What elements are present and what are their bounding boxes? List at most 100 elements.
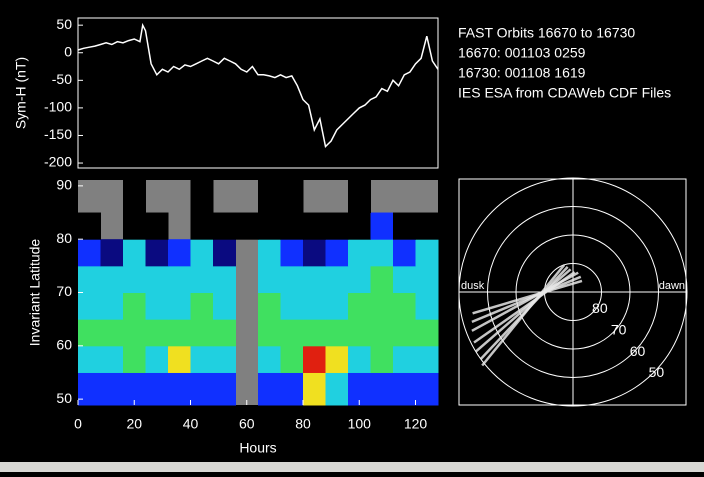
heat-cell	[325, 265, 349, 293]
heat-cell	[100, 292, 124, 320]
heat-cell	[190, 212, 214, 240]
heat-cell	[303, 239, 326, 267]
heat-cell	[393, 345, 416, 373]
heat-cell	[123, 372, 146, 406]
x-axis-label: Hours	[239, 440, 276, 456]
ring-label: 80	[592, 300, 608, 316]
heat-cell	[213, 265, 236, 293]
y-tick-label: 90	[56, 177, 72, 193]
heat-cell	[123, 265, 146, 293]
heat-cell	[303, 265, 326, 293]
heat-cell	[100, 345, 124, 373]
x-tick-label: 60	[239, 416, 255, 432]
heat-cell	[258, 180, 281, 214]
heat-cell	[370, 292, 394, 320]
heat-cell	[303, 319, 326, 347]
heat-cell	[190, 372, 214, 406]
heat-cell	[213, 239, 236, 267]
heat-cell	[280, 345, 304, 373]
heat-cell	[280, 265, 304, 293]
heat-cell	[393, 239, 416, 267]
y-tick-label: 50	[56, 390, 72, 406]
heat-cell	[145, 372, 169, 406]
heat-cell	[258, 265, 281, 293]
heat-cell	[123, 319, 146, 347]
heat-cell	[78, 319, 101, 347]
heat-cell	[393, 292, 416, 320]
heat-cell	[370, 345, 394, 373]
info-text: 16670: 001103 0259	[458, 45, 586, 61]
heat-cell	[393, 372, 416, 406]
info-text: 16730: 001108 1619	[458, 65, 586, 81]
heat-cell	[123, 292, 146, 320]
ring-label: 60	[630, 343, 646, 359]
heat-cell	[78, 239, 101, 267]
heat-cell	[145, 239, 169, 267]
heat-cell	[145, 292, 169, 320]
heat-cell	[258, 239, 281, 267]
heat-cell	[280, 372, 304, 406]
heat-cell	[213, 345, 236, 373]
heat-cell	[348, 292, 371, 320]
heat-cell	[100, 372, 124, 406]
heat-cell	[213, 292, 236, 320]
heat-cell	[123, 345, 146, 373]
x-tick-label: 120	[404, 416, 428, 432]
heat-cell	[145, 265, 169, 293]
heat-cell	[280, 292, 304, 320]
heat-cell	[280, 239, 304, 267]
x-tick-label: 80	[295, 416, 311, 432]
x-tick-label: 40	[183, 416, 199, 432]
heat-cell	[168, 372, 191, 406]
y-tick-label: 50	[56, 16, 72, 32]
heat-cell	[325, 212, 349, 240]
y-tick-label: 70	[56, 283, 72, 299]
heat-cell	[168, 265, 191, 293]
heat-cell	[348, 212, 371, 240]
heat-cell	[145, 212, 169, 240]
heat-cell	[303, 372, 326, 406]
y-tick-label: -100	[44, 99, 72, 115]
heat-cell	[280, 180, 304, 214]
heat-cell	[303, 212, 326, 240]
heat-cell	[100, 265, 124, 293]
heat-cell	[78, 372, 101, 406]
heat-cell	[213, 372, 236, 406]
heat-cell	[123, 180, 146, 214]
heat-cell	[370, 239, 394, 267]
heat-cell	[370, 319, 394, 347]
heat-cell	[213, 212, 236, 240]
heat-cell	[393, 265, 416, 293]
heat-cell	[168, 319, 191, 347]
info-text: IES ESA from CDAWeb CDF Files	[458, 85, 671, 101]
heat-cell	[348, 239, 371, 267]
heat-cell	[78, 345, 101, 373]
bottom-strip	[0, 462, 704, 472]
heat-cell	[415, 239, 439, 267]
heat-cell	[280, 319, 304, 347]
y-tick-label: 60	[56, 337, 72, 353]
heat-cell	[190, 319, 214, 347]
heat-cell	[123, 239, 146, 267]
heat-cell	[370, 372, 394, 406]
heat-cell	[78, 212, 101, 240]
orbit-track	[472, 279, 583, 315]
heat-cell	[168, 292, 191, 320]
heat-cell	[78, 265, 101, 293]
heat-cell	[415, 212, 439, 240]
heat-cell	[258, 345, 281, 373]
heat-cell	[190, 292, 214, 320]
heat-cell	[393, 319, 416, 347]
ring-label: 70	[611, 321, 627, 337]
heat-cell	[393, 212, 416, 240]
plot-frame	[77, 17, 439, 169]
heat-cell	[100, 319, 124, 347]
y-tick-label: -200	[44, 154, 72, 170]
info-text: FAST Orbits 16670 to 16730	[458, 25, 635, 41]
heat-cell	[415, 265, 439, 293]
y-tick-label: -50	[52, 71, 72, 87]
heat-cell	[415, 292, 439, 320]
heat-cell	[78, 292, 101, 320]
heat-cell	[258, 292, 281, 320]
